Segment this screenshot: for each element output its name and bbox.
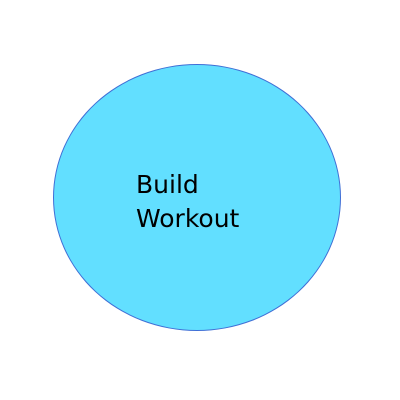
node-label: Build Workout <box>136 168 286 236</box>
node-label-line-1: Build <box>136 170 199 199</box>
node-label-line-2: Workout <box>136 204 240 233</box>
build-workout-node <box>53 64 341 331</box>
